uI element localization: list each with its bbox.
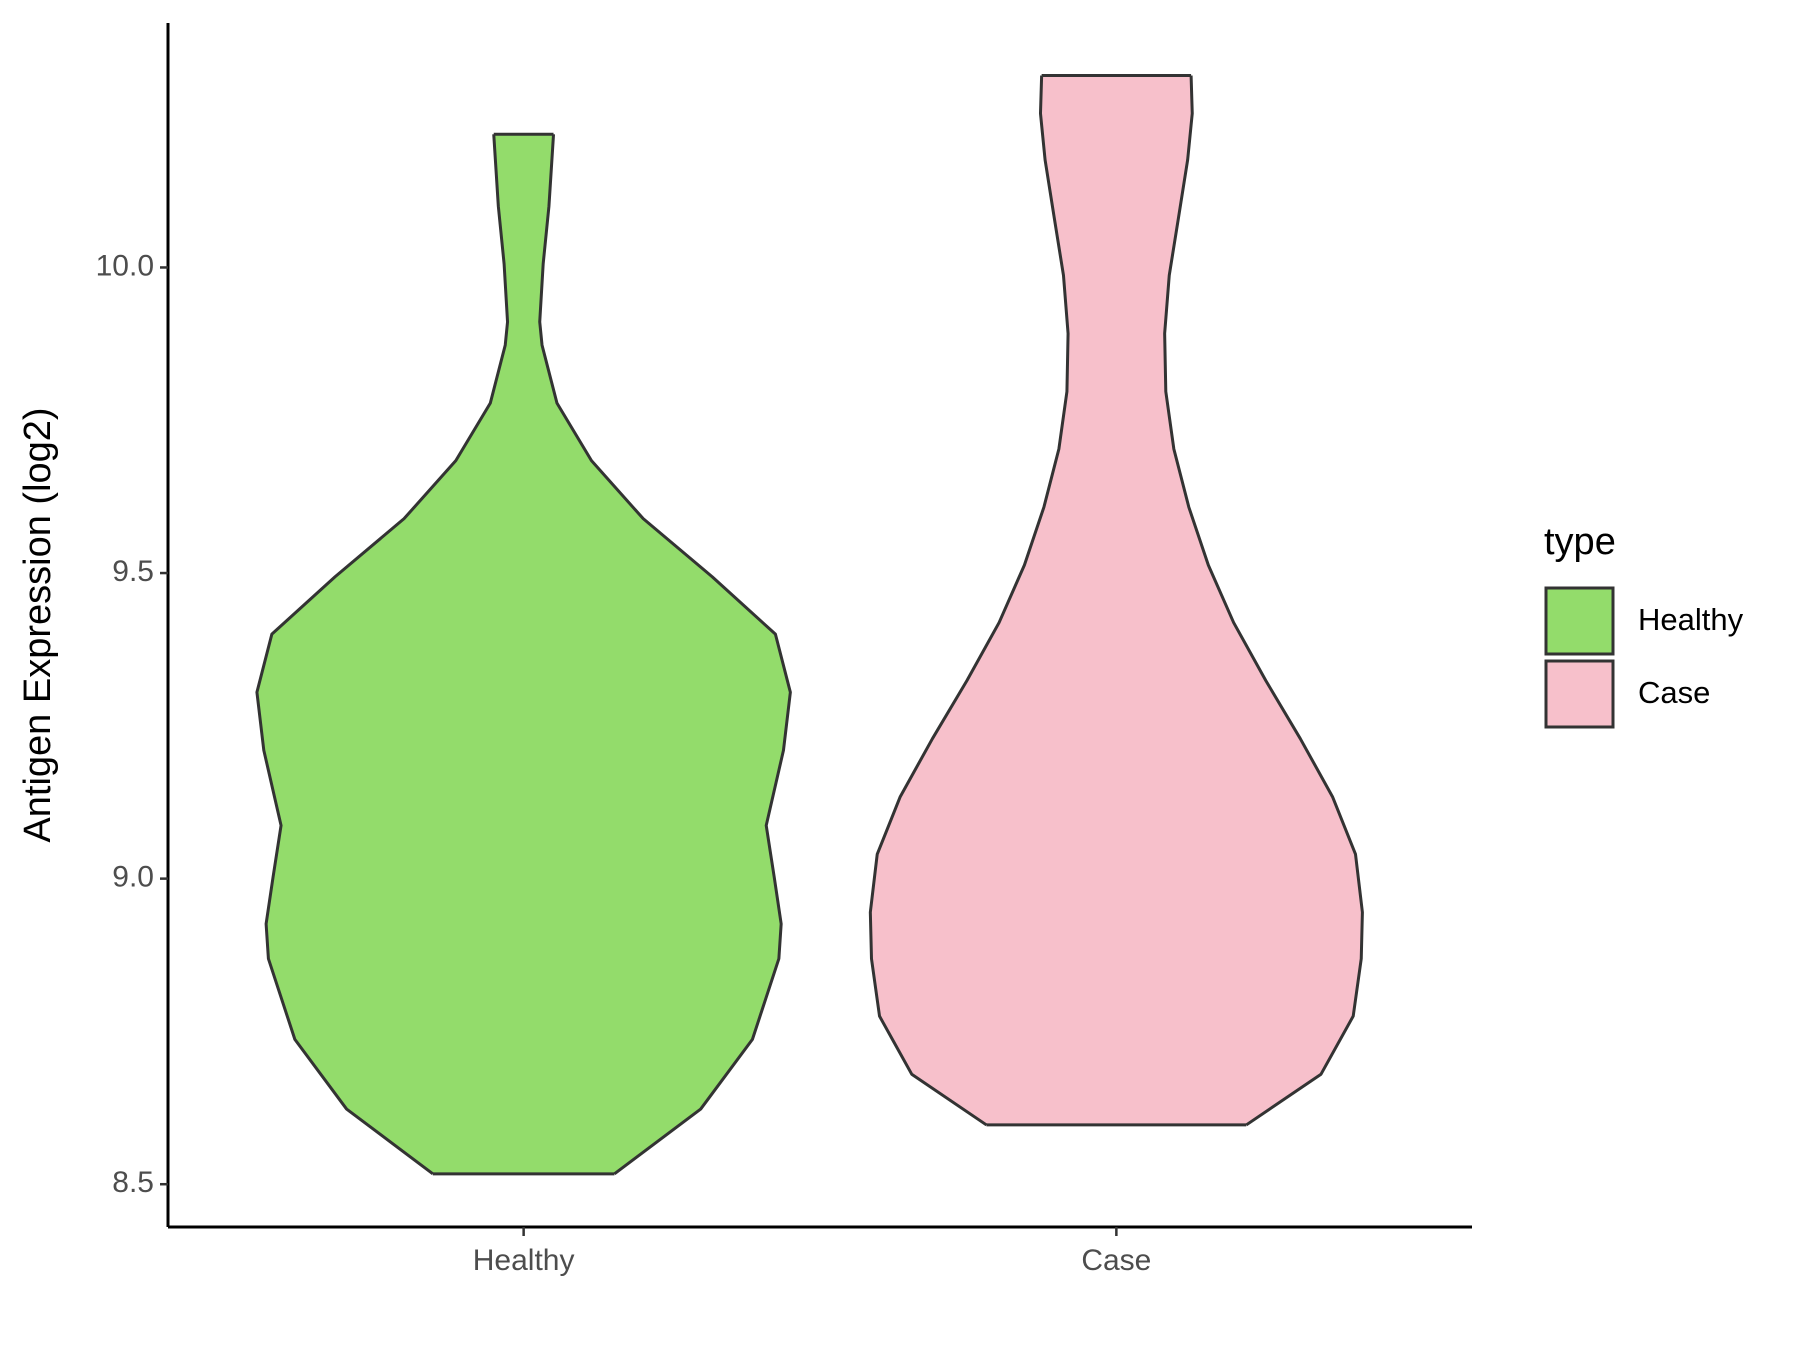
y-tick-label: 9.5 xyxy=(112,555,154,588)
violin-fill xyxy=(870,75,1363,1125)
y-tick-label: 9.0 xyxy=(112,861,154,894)
y-axis-title: Antigen Expression (log2) xyxy=(17,407,59,842)
y-tick-label: 8.5 xyxy=(112,1166,154,1199)
violin-outline xyxy=(538,134,792,1176)
violin-outline xyxy=(255,134,510,1176)
legend-title: type xyxy=(1544,521,1616,563)
legend-label: Healthy xyxy=(1638,602,1744,637)
violin-outline xyxy=(868,75,1070,1127)
violin-fill xyxy=(256,134,791,1174)
legend-key xyxy=(1544,586,1615,656)
x-tick-label: Case xyxy=(1081,1244,1151,1277)
legend-key xyxy=(1544,659,1615,729)
x-tick-label: Healthy xyxy=(473,1244,575,1277)
violin-outline xyxy=(1163,75,1364,1127)
y-tick-label: 10.0 xyxy=(96,249,154,282)
legend-label: Case xyxy=(1638,675,1710,710)
